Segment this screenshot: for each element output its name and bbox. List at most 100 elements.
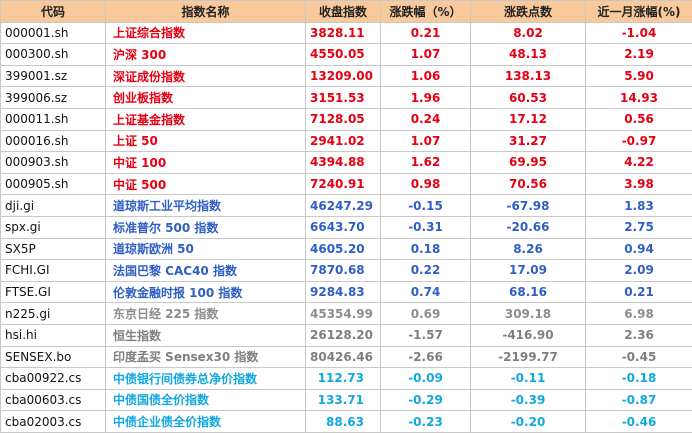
table-cell: 中债企业债全价指数: [105, 410, 306, 433]
table-cell: 8.26: [470, 237, 586, 261]
table-cell: 60.53: [470, 86, 586, 109]
table-cell: n225.gi: [0, 302, 106, 325]
table-cell: 恒生指数: [105, 323, 306, 347]
table-cell: 上证基金指数: [105, 107, 306, 131]
table-cell: 0.24: [380, 107, 471, 131]
table-row: n225.gi 东京日经 225 指数 45354.99 0.69 309.18 6.98: [0, 302, 692, 325]
table-cell: 1.62: [380, 151, 471, 174]
table-cell: 0.21: [585, 280, 692, 304]
table-row: 399001.sz 深证成份指数 13209.00 1.06 138.13 5.90: [0, 64, 692, 88]
header-cell: 涨跌幅（%）: [380, 0, 471, 23]
table-cell: -20.66: [470, 215, 586, 239]
table-cell: 26128.20: [305, 323, 381, 347]
table-cell: 深证成份指数: [105, 64, 306, 88]
table-cell: 8.02: [470, 21, 586, 45]
table-cell: 17.09: [470, 259, 586, 282]
table-cell: 000001.sh: [0, 21, 106, 45]
table-cell: 印度孟买 Sensex30 指数: [105, 345, 306, 369]
table-row: spx.gi 标准普尔 500 指数 6643.70 -0.31 -20.66 2.75: [0, 215, 692, 239]
table-cell: 48.13: [470, 43, 586, 66]
table-cell: 东京日经 225 指数: [105, 302, 306, 325]
table-cell: 3151.53: [305, 86, 381, 109]
table-row: 000300.sh 沪深 300 4550.05 1.07 48.13 2.19: [0, 43, 692, 66]
table-cell: 中债银行间债券总净价指数: [105, 367, 306, 390]
table-cell: 沪深 300: [105, 43, 306, 66]
header-cell: 代码: [0, 0, 106, 23]
table-cell: 0.22: [380, 259, 471, 282]
table-cell: dji.gi: [0, 194, 106, 217]
table-cell: 6643.70: [305, 215, 381, 239]
table-row: 000001.sh 上证综合指数 3828.11 0.21 8.02 -1.04: [0, 21, 692, 45]
table-cell: 000016.sh: [0, 129, 106, 153]
table-cell: -67.98: [470, 194, 586, 217]
table-row: 000903.sh 中证 100 4394.88 1.62 69.95 4.22: [0, 151, 692, 174]
table-row: cba00603.cs 中债国债全价指数 133.71 -0.29 -0.39 -0.87: [0, 388, 692, 412]
table-cell: 1.07: [380, 43, 471, 66]
table-cell: -0.15: [380, 194, 471, 217]
table-cell: 112.73: [305, 367, 381, 390]
table-cell: 伦敦金融时报 100 指数: [105, 280, 306, 304]
table-row: 399006.sz 创业板指数 3151.53 1.96 60.53 14.93: [0, 86, 692, 109]
table-cell: 46247.29: [305, 194, 381, 217]
table-cell: FTSE.GI: [0, 280, 106, 304]
table-cell: 标准普尔 500 指数: [105, 215, 306, 239]
table-cell: 0.94: [585, 237, 692, 261]
table-cell: cba00922.cs: [0, 367, 106, 390]
table-cell: -2.66: [380, 345, 471, 369]
table-cell: 7240.91: [305, 172, 381, 196]
table-cell: 4605.20: [305, 237, 381, 261]
table-cell: FCHI.GI: [0, 259, 106, 282]
table-cell: 88.63: [305, 410, 381, 433]
table-cell: 309.18: [470, 302, 586, 325]
table-cell: 2.19: [585, 43, 692, 66]
table-cell: 138.13: [470, 64, 586, 88]
table-cell: -2199.77: [470, 345, 586, 369]
table-cell: spx.gi: [0, 215, 106, 239]
table-cell: 6.98: [585, 302, 692, 325]
table-cell: 4.22: [585, 151, 692, 174]
table-cell: 3.98: [585, 172, 692, 196]
table-cell: 2.09: [585, 259, 692, 282]
table-row: 000011.sh 上证基金指数 7128.05 0.24 17.12 0.56: [0, 107, 692, 131]
table-cell: cba00603.cs: [0, 388, 106, 412]
table-cell: -0.39: [470, 388, 586, 412]
header-cell: 收盘指数: [305, 0, 381, 23]
table-row: SX5P 道琼斯欧洲 50 4605.20 0.18 8.26 0.94: [0, 237, 692, 261]
header-cell: 近一月涨幅(%): [585, 0, 692, 23]
table-cell: 0.56: [585, 107, 692, 131]
table-cell: -1.57: [380, 323, 471, 347]
table-cell: 0.74: [380, 280, 471, 304]
table-cell: 2.75: [585, 215, 692, 239]
table-cell: 1.96: [380, 86, 471, 109]
table-cell: 5.90: [585, 64, 692, 88]
table-cell: 上证 50: [105, 129, 306, 153]
table-cell: 2941.02: [305, 129, 381, 153]
table-cell: 道琼斯欧洲 50: [105, 237, 306, 261]
table-cell: 31.27: [470, 129, 586, 153]
table-cell: -0.18: [585, 367, 692, 390]
table-cell: -0.45: [585, 345, 692, 369]
table-cell: 000905.sh: [0, 172, 106, 196]
table-cell: -0.46: [585, 410, 692, 433]
table-cell: 70.56: [470, 172, 586, 196]
table-cell: 2.36: [585, 323, 692, 347]
table-cell: 13209.00: [305, 64, 381, 88]
header-cell: 涨跌点数: [470, 0, 586, 23]
table-row: FTSE.GI 伦敦金融时报 100 指数 9284.83 0.74 68.16 0.21: [0, 280, 692, 304]
table-cell: 7870.68: [305, 259, 381, 282]
table-cell: SX5P: [0, 237, 106, 261]
table-cell: 0.18: [380, 237, 471, 261]
table-cell: 000903.sh: [0, 151, 106, 174]
table-cell: -0.11: [470, 367, 586, 390]
table-cell: -0.29: [380, 388, 471, 412]
table-cell: 中证 500: [105, 172, 306, 196]
header-row: 代码 指数名称 收盘指数 涨跌幅（%） 涨跌点数 近一月涨幅(%): [0, 0, 692, 23]
table-cell: 创业板指数: [105, 86, 306, 109]
table-cell: -0.20: [470, 410, 586, 433]
table-cell: -0.31: [380, 215, 471, 239]
table-cell: 中证 100: [105, 151, 306, 174]
table-row: FCHI.GI 法国巴黎 CAC40 指数 7870.68 0.22 17.09 2.09: [0, 259, 692, 282]
table-row: 000016.sh 上证 50 2941.02 1.07 31.27 -0.97: [0, 129, 692, 153]
